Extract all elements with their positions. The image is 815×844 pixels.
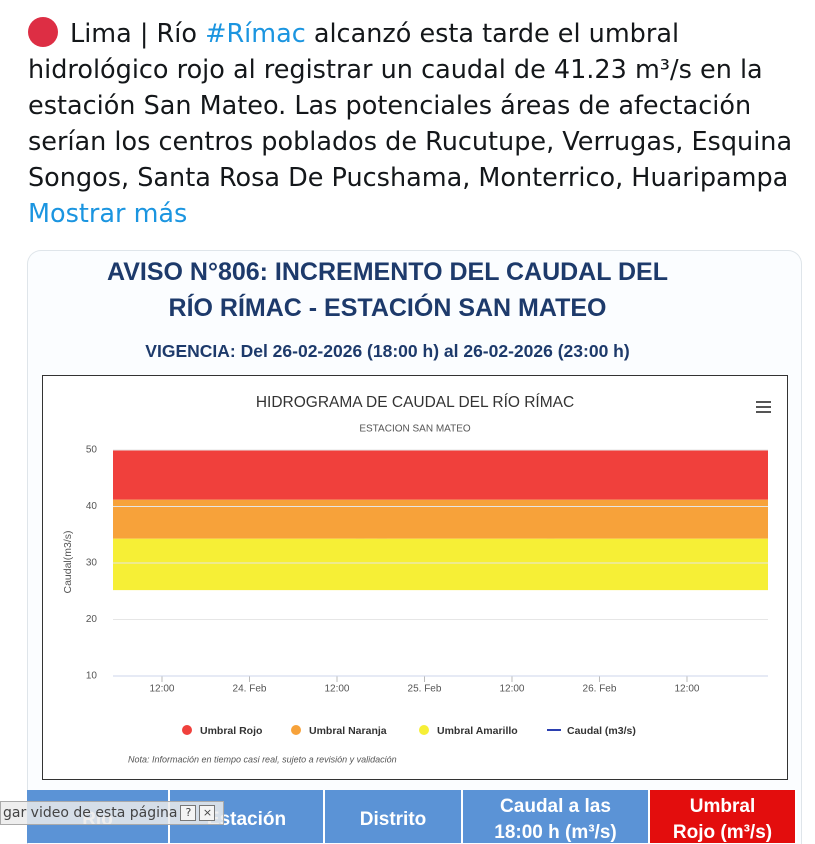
legend-marker [291, 725, 301, 735]
legend-label: Umbral Amarillo [437, 725, 518, 737]
close-icon[interactable]: × [199, 805, 216, 821]
legend-label: Umbral Naranja [309, 725, 387, 737]
hashtag[interactable]: #Rímac [205, 19, 306, 49]
x-tick-label: 25. Feb [408, 684, 442, 695]
header-cell: Estación [170, 790, 325, 843]
header-cell: Caudal a las 18:00 h (m³/s) [463, 790, 650, 843]
x-tick-label: 26. Feb [583, 684, 617, 695]
menu-icon[interactable] [756, 401, 771, 413]
y-tick-label: 50 [86, 445, 98, 456]
chart-frame: HIDROGRAMA DE CAUDAL DEL RÍO RÍMAC ESTAC… [42, 375, 788, 780]
y-tick-label: 40 [86, 501, 98, 512]
show-more[interactable]: Mostrar más [28, 199, 188, 229]
legend-label: Caudal (m3/s) [567, 725, 636, 737]
browser-overlay[interactable]: gar video de esta página? × [0, 801, 224, 825]
y-tick-label: 10 [86, 671, 98, 682]
text: alcanzó esta tarde el umbral hidrológico… [28, 19, 793, 193]
chart: HIDROGRAMA DE CAUDAL DEL RÍO RÍMAC ESTAC… [62, 394, 771, 764]
chart-subtitle: ESTACION SAN MATEO [359, 424, 471, 435]
chart-note: Nota: Información en tiempo casi real, s… [128, 754, 397, 764]
x-tick-label: 12:00 [674, 684, 699, 695]
legend-marker [419, 725, 429, 735]
legend-label: Umbral Rojo [200, 725, 262, 737]
tweet-text: Lima | Río #Rímac alcanzó esta tarde el … [28, 16, 808, 232]
overlay-text: gar video de esta página [3, 805, 178, 821]
chart-title: HIDROGRAMA DE CAUDAL DEL RÍO RÍMAC [256, 394, 574, 411]
y-axis-label: Caudal(m3/s) [62, 530, 74, 593]
text: Lima | Río [70, 19, 206, 49]
legend-marker [182, 725, 192, 735]
validity: VIGENCIA: Del 26-02-2026 (18:00 h) al 26… [145, 341, 630, 361]
header-cell: Umbral Rojo (m³/s) [650, 790, 797, 843]
x-tick-label: 12:00 [499, 684, 524, 695]
header-cell: Distrito [325, 790, 463, 843]
red-circle-icon [28, 17, 58, 47]
threshold-band [113, 499, 768, 539]
x-tick-label: 12:00 [149, 684, 174, 695]
table-header: Río Estación Distrito Caudal a las 18:00… [27, 790, 797, 843]
card-title: AVISO N°806: INCREMENTO DEL CAUDAL DEL [107, 258, 668, 286]
card-title: RÍO RÍMAC - ESTACIÓN SAN MATEO [168, 294, 607, 322]
x-tick-label: 12:00 [324, 684, 349, 695]
y-tick-label: 20 [86, 614, 98, 625]
threshold-band [113, 450, 768, 500]
threshold-band [113, 538, 768, 591]
help-icon[interactable]: ? [180, 805, 197, 821]
x-tick-label: 24. Feb [233, 684, 267, 695]
y-tick-label: 30 [86, 558, 98, 569]
